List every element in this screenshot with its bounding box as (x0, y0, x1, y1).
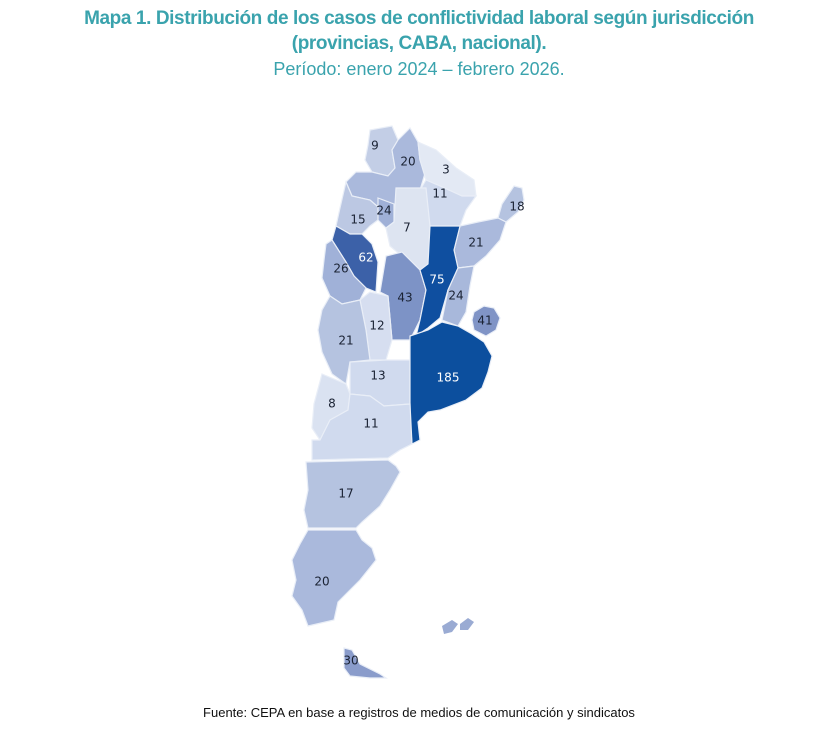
svg-text:15: 15 (350, 213, 365, 227)
svg-text:30: 30 (343, 654, 358, 668)
province-chubut: 17 (303, 459, 401, 529)
province-santa-fe: 75 (415, 225, 461, 338)
province-la-rioja: 62 (331, 225, 379, 293)
svg-text:75: 75 (429, 273, 444, 287)
province-tierra-del-fuego: 30 (343, 647, 388, 679)
province-mendoza: 21 (317, 295, 371, 386)
svg-text:12: 12 (369, 319, 384, 333)
svg-text:20: 20 (314, 575, 329, 589)
svg-text:26: 26 (333, 262, 348, 276)
svg-text:62: 62 (358, 251, 373, 265)
svg-text:7: 7 (403, 221, 411, 235)
province-rio-negro: 11 (311, 393, 413, 461)
svg-text:24: 24 (376, 204, 391, 218)
province-caba-nacional: 41 (471, 305, 501, 337)
svg-text:9: 9 (371, 139, 379, 153)
svg-text:185: 185 (437, 371, 460, 385)
map-period: Período: enero 2024 – febrero 2026. (273, 59, 565, 79)
svg-text:21: 21 (468, 236, 483, 250)
map-title-line-2: (provincias, CABA, nacional). (291, 33, 547, 54)
province-catamarca: 15 (335, 180, 385, 235)
province-santa-cruz: 20 (291, 529, 377, 627)
svg-text:20: 20 (400, 155, 415, 169)
province-misiones: 18 (497, 185, 525, 223)
province-cordoba: 43 (379, 251, 427, 341)
svg-text:17: 17 (338, 487, 353, 501)
map-title-block: Mapa 1. Distribución de los casos de con… (0, 6, 838, 82)
svg-text:41: 41 (477, 314, 492, 328)
svg-text:3: 3 (442, 163, 450, 177)
svg-text:43: 43 (397, 291, 412, 305)
map-title-line-1: Mapa 1. Distribución de los casos de con… (84, 8, 754, 29)
source-note: Fuente: CEPA en base a registros de medi… (203, 705, 635, 720)
svg-text:21: 21 (338, 334, 353, 348)
malvinas-islands (442, 618, 474, 634)
province-buenos-aires: 185 (409, 321, 493, 445)
svg-text:18: 18 (509, 200, 524, 214)
province-entre-rios: 24 (441, 265, 475, 327)
province-corrientes: 21 (453, 217, 507, 269)
svg-text:8: 8 (328, 397, 336, 411)
svg-text:13: 13 (370, 369, 385, 383)
svg-text:11: 11 (363, 417, 378, 431)
svg-text:24: 24 (448, 289, 463, 303)
svg-text:11: 11 (432, 187, 447, 201)
